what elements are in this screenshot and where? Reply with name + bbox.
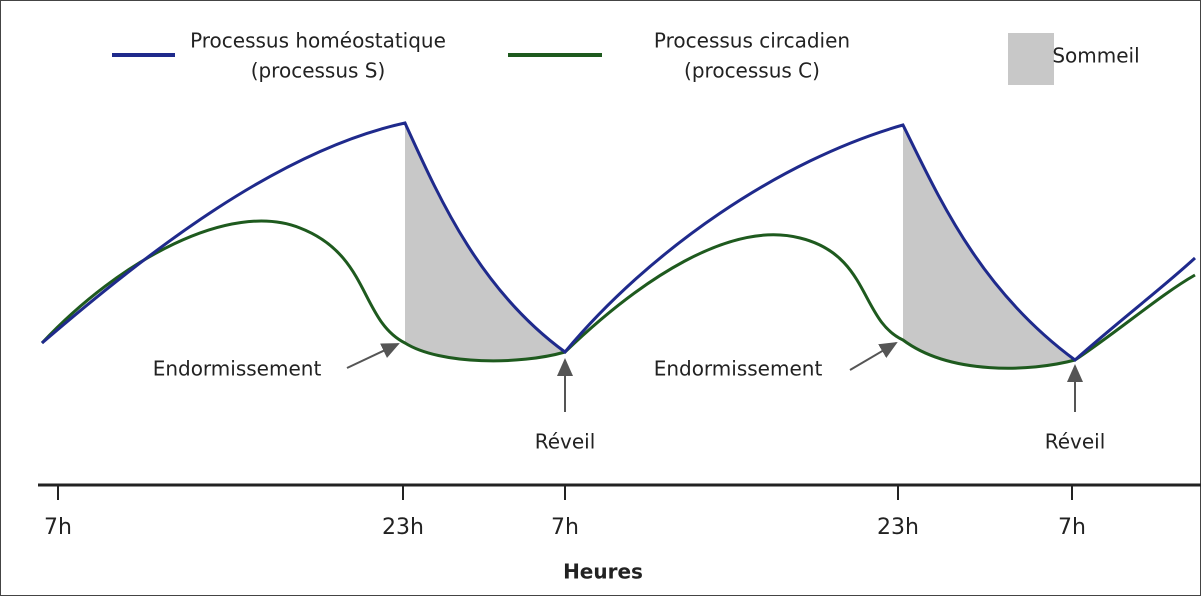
annotation: Réveil <box>1045 430 1106 454</box>
circadian-curve <box>40 219 1196 370</box>
annotation: Réveil <box>535 430 596 454</box>
annotation: Endormissement <box>153 357 322 381</box>
x-tick-label: 7h <box>551 515 579 540</box>
annotation: Endormissement <box>654 357 823 381</box>
legend-swatch <box>1008 33 1054 85</box>
x-tick-label: 23h <box>877 515 919 540</box>
legend-label: Processus circadien <box>654 29 850 53</box>
arrow <box>849 341 898 371</box>
arrow <box>346 343 400 369</box>
x-axis-title: Heures <box>563 560 643 584</box>
sleep-area <box>405 123 565 361</box>
x-tick-label: 23h <box>382 515 424 540</box>
x-tick-label: 7h <box>1058 515 1086 540</box>
legend-label: (processus S) <box>251 59 386 83</box>
legend-label: Sommeil <box>1052 44 1139 68</box>
x-tick-label: 7h <box>44 515 72 540</box>
x-ticks: 7h 23h 7h 23h 7h <box>44 485 1086 540</box>
homeostatic-curve <box>41 121 1197 362</box>
sleep-area <box>903 125 1075 369</box>
legend-label: Processus homéostatique <box>190 29 446 53</box>
legend-label: (processus C) <box>684 59 820 83</box>
